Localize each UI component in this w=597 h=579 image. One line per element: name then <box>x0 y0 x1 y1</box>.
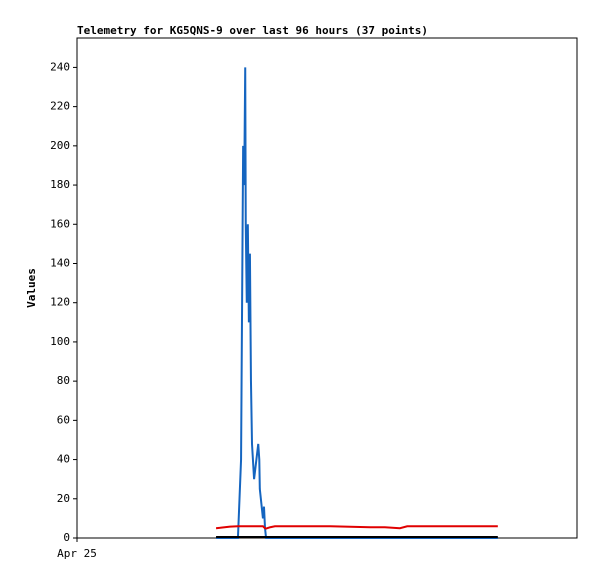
x-tick-label: Apr 25 <box>57 547 97 560</box>
plot-frame <box>76 37 578 539</box>
y-tick-label: 120 <box>50 296 70 309</box>
y-tick-label: 0 <box>63 531 70 544</box>
y-tick-label: 100 <box>50 335 70 348</box>
y-tick-label: 20 <box>57 492 70 505</box>
y-axis-label: Values <box>25 268 38 308</box>
y-tick-label: 80 <box>57 374 70 387</box>
y-tick-label: 160 <box>50 217 70 230</box>
y-tick-label: 60 <box>57 413 70 426</box>
y-tick-label: 40 <box>57 453 70 466</box>
y-tick-label: 220 <box>50 100 70 113</box>
y-tick-label: 240 <box>50 60 70 73</box>
y-tick-label: 180 <box>50 178 70 191</box>
series-line <box>215 525 498 530</box>
y-tick-label: 140 <box>50 256 70 269</box>
y-tick-label: 200 <box>50 139 70 152</box>
chart-title: Telemetry for KG5QNS-9 over last 96 hour… <box>77 24 428 37</box>
